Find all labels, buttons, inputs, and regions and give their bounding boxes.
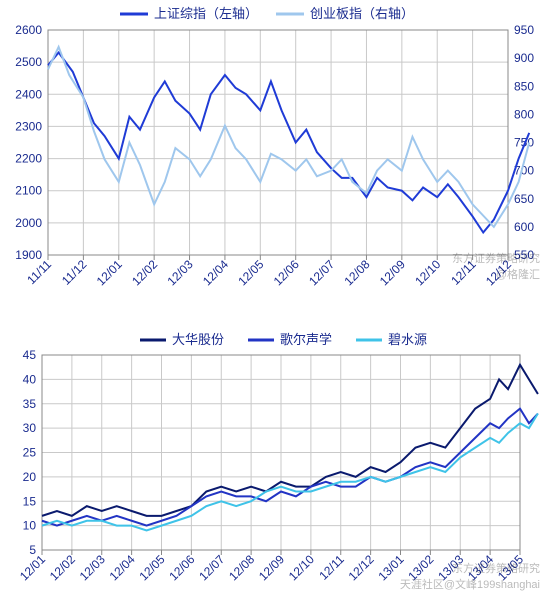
svg-text:2600: 2600	[15, 23, 42, 37]
svg-text:950: 950	[514, 23, 534, 37]
svg-text:13/03: 13/03	[435, 552, 466, 583]
svg-text:13/05: 13/05	[495, 552, 526, 583]
svg-text:12/10: 12/10	[412, 257, 443, 288]
svg-text:12/05: 12/05	[136, 552, 167, 583]
svg-text:大华股份: 大华股份	[172, 332, 224, 347]
svg-text:1900: 1900	[15, 248, 42, 262]
svg-text:12/02: 12/02	[47, 552, 78, 583]
svg-text:2200: 2200	[15, 152, 42, 166]
svg-text:13/04: 13/04	[465, 552, 496, 583]
svg-text:12/07: 12/07	[196, 552, 227, 583]
svg-text:12/01: 12/01	[94, 257, 125, 288]
svg-text:12/06: 12/06	[166, 552, 197, 583]
svg-text:40: 40	[23, 372, 37, 386]
svg-text:30: 30	[23, 421, 37, 435]
svg-text:900: 900	[514, 51, 534, 65]
svg-text:12/10: 12/10	[286, 552, 317, 583]
svg-text:850: 850	[514, 79, 534, 93]
svg-text:12/12: 12/12	[483, 257, 514, 288]
svg-text:12/05: 12/05	[235, 257, 266, 288]
svg-text:创业板指（右轴）: 创业板指（右轴）	[310, 6, 414, 21]
svg-text:12/08: 12/08	[226, 552, 257, 583]
svg-text:12/09: 12/09	[377, 257, 408, 288]
svg-text:15: 15	[23, 494, 37, 508]
svg-text:上证综指（左轴）: 上证综指（左轴）	[154, 6, 258, 21]
svg-text:2300: 2300	[15, 119, 42, 133]
svg-text:12/11: 12/11	[316, 552, 347, 583]
svg-text:歌尔声学: 歌尔声学	[280, 332, 332, 347]
svg-text:碧水源: 碧水源	[388, 332, 427, 347]
svg-text:12/01: 12/01	[17, 552, 48, 583]
svg-text:10: 10	[23, 519, 37, 533]
svg-text:2400: 2400	[15, 87, 42, 101]
svg-text:12/12: 12/12	[346, 552, 377, 583]
svg-text:2500: 2500	[15, 55, 42, 69]
svg-text:12/06: 12/06	[271, 257, 302, 288]
svg-text:12/02: 12/02	[129, 257, 160, 288]
svg-text:550: 550	[514, 248, 534, 262]
svg-text:650: 650	[514, 192, 534, 206]
svg-text:12/11: 12/11	[448, 257, 479, 288]
svg-text:12/03: 12/03	[165, 257, 196, 288]
svg-text:13/01: 13/01	[375, 552, 406, 583]
svg-text:600: 600	[514, 220, 534, 234]
svg-text:12/04: 12/04	[107, 552, 138, 583]
chart-panel: 1900 2000 2100 2200 2300 2400 2500 2600 550 600 65…	[0, 0, 550, 605]
svg-text:12/08: 12/08	[341, 257, 372, 288]
svg-text:20: 20	[23, 470, 37, 484]
svg-text:35: 35	[23, 397, 37, 411]
svg-text:12/07: 12/07	[306, 257, 337, 288]
svg-text:25: 25	[23, 446, 37, 460]
svg-text:13/02: 13/02	[405, 552, 436, 583]
svg-text:12/04: 12/04	[200, 257, 231, 288]
chart-svg: 1900 2000 2100 2200 2300 2400 2500 2600 550 600 65…	[0, 0, 550, 605]
svg-text:2100: 2100	[15, 184, 42, 198]
svg-text:2000: 2000	[15, 216, 42, 230]
svg-text:45: 45	[23, 348, 37, 362]
svg-text:800: 800	[514, 107, 534, 121]
svg-text:12/09: 12/09	[256, 552, 287, 583]
svg-text:12/03: 12/03	[77, 552, 108, 583]
svg-text:11/12: 11/12	[59, 257, 90, 288]
